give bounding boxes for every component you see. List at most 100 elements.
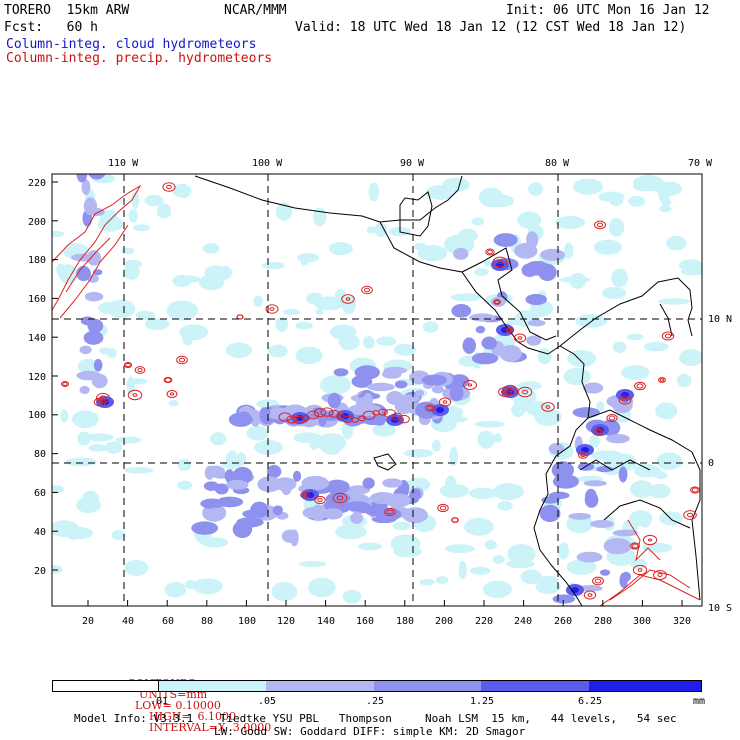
hydrometeor-cell <box>99 209 119 229</box>
hydrometeor-cell <box>419 578 435 586</box>
hydrometeor-cell <box>493 233 518 247</box>
hydrometeor-cell <box>621 392 629 398</box>
precip-contour <box>487 249 493 255</box>
hydrometeor-cell <box>526 335 542 346</box>
hydrometeor-cell <box>76 370 102 381</box>
hydrometeor-cell <box>132 224 151 232</box>
precip-contours <box>52 182 701 606</box>
hydrometeor-cell <box>306 292 323 305</box>
hydrometeor-cell <box>449 385 464 402</box>
precip-contour <box>164 377 172 383</box>
hydrometeor-cell <box>537 348 552 365</box>
hydrometeor-cell <box>348 404 369 415</box>
precip-contour <box>587 593 593 597</box>
hydrometeor-cell <box>334 289 347 301</box>
hydrometeor-cell <box>481 336 497 350</box>
hydrometeor-cell <box>506 559 535 569</box>
hydrometeor-cell <box>60 409 69 423</box>
hydrometeor-cell <box>649 466 662 478</box>
hydrometeor-cell <box>520 569 543 585</box>
hydrometeor-cell <box>382 478 403 488</box>
precip-contour <box>176 355 188 365</box>
hydrometeor-cell <box>70 128 96 138</box>
precip-contour <box>337 414 345 420</box>
hydrometeor-cell <box>649 483 671 499</box>
hydrometeor-cell <box>88 151 105 159</box>
hydrometeor-cell <box>261 262 285 270</box>
footer-physics: LW: Godd SW: Goddard DIFF: simple KM: 2D… <box>214 725 526 738</box>
precip-contour <box>60 381 70 387</box>
hydrometeor-cell <box>490 296 506 307</box>
hydrometeor-cell <box>425 185 456 200</box>
precip-contour <box>599 519 701 606</box>
hydrometeor-cell <box>266 464 282 479</box>
precip-contour <box>606 413 618 423</box>
precip-contour <box>439 505 447 511</box>
hydrometeor-cell <box>363 336 375 350</box>
field-title-precip: Column-integ. precip. hydrometeors <box>6 51 273 66</box>
hydrometeor-cell <box>315 308 324 315</box>
hydrometeor-cell <box>521 263 538 277</box>
hydrometeor-cell <box>52 485 64 494</box>
precip-contour <box>467 383 473 387</box>
hydrometeor-cell <box>131 191 140 210</box>
hydrometeor-cell <box>626 333 644 341</box>
precip-contour <box>96 399 104 405</box>
hydrometeor-cell <box>612 341 627 354</box>
hydrometeor-cell <box>658 185 670 204</box>
precip-contour <box>637 568 643 572</box>
hydrometeor-cell <box>572 407 600 418</box>
hydrometeor-cell <box>224 469 235 483</box>
hydrometeor-cell <box>342 589 362 604</box>
hydrometeor-cell <box>422 321 439 333</box>
precip-contour <box>438 397 452 407</box>
precip-contour <box>608 415 616 421</box>
hydrometeor-cell <box>88 174 106 180</box>
precip-contour <box>398 414 410 424</box>
hydrometeor-cell <box>656 452 683 470</box>
hydrometeor-cell <box>198 274 225 291</box>
hydrometeor-cell <box>65 457 97 467</box>
precip-contour <box>378 408 388 416</box>
x-tick-label: 180 <box>396 616 414 627</box>
precip-contour <box>364 287 370 293</box>
y-tick-label: 40 <box>34 527 46 538</box>
y-tick-label: 220 <box>28 178 46 189</box>
precip-contour <box>691 487 699 493</box>
precip-contour <box>517 336 523 340</box>
hydrometeor-cell <box>172 274 192 287</box>
hydrometeor-cell <box>82 153 94 160</box>
hydrometeor-cell <box>492 555 505 565</box>
lon-label: 100 W <box>252 158 283 169</box>
precip-contour <box>345 297 351 301</box>
hydrometeor-cell <box>237 411 251 421</box>
x-tick-label: 280 <box>594 616 612 627</box>
axis-tick-marks <box>52 181 683 606</box>
hydrometeor-cell <box>483 260 492 267</box>
hydrometeor-cell <box>257 476 282 493</box>
hydrometeor-cell <box>164 581 187 598</box>
hydrometeor-cell <box>471 352 499 365</box>
hydrometeor-cell <box>590 519 614 528</box>
header-init: Init: 06 UTC Mon 16 Jan 12 <box>506 3 710 18</box>
hydrometeor-cell <box>630 480 654 498</box>
hydrometeor-cell <box>236 517 264 528</box>
contours-interval: INTERVAL=X 3.0000 <box>149 721 272 734</box>
x-tick-label: 80 <box>201 616 213 627</box>
hydrometeor-cell <box>111 529 126 541</box>
hydrometeor-cell <box>76 265 91 282</box>
hydrometeor-cell <box>177 458 192 472</box>
hydrometeor-cell <box>418 245 448 262</box>
hydrometeor-cell <box>393 343 417 356</box>
hydrometeor-cell <box>658 298 690 305</box>
precip-contour <box>501 389 509 395</box>
map-plot <box>52 128 702 606</box>
hydrometeor-cell <box>443 234 475 255</box>
hydrometeor-cell <box>493 486 516 494</box>
hydrometeor-cell <box>123 264 140 280</box>
hydrometeor-cell <box>368 182 380 202</box>
precip-contour <box>134 366 146 374</box>
hydrometeor-cell <box>292 470 302 482</box>
x-tick-label: 160 <box>356 616 374 627</box>
hydrometeor-cell <box>115 436 142 444</box>
